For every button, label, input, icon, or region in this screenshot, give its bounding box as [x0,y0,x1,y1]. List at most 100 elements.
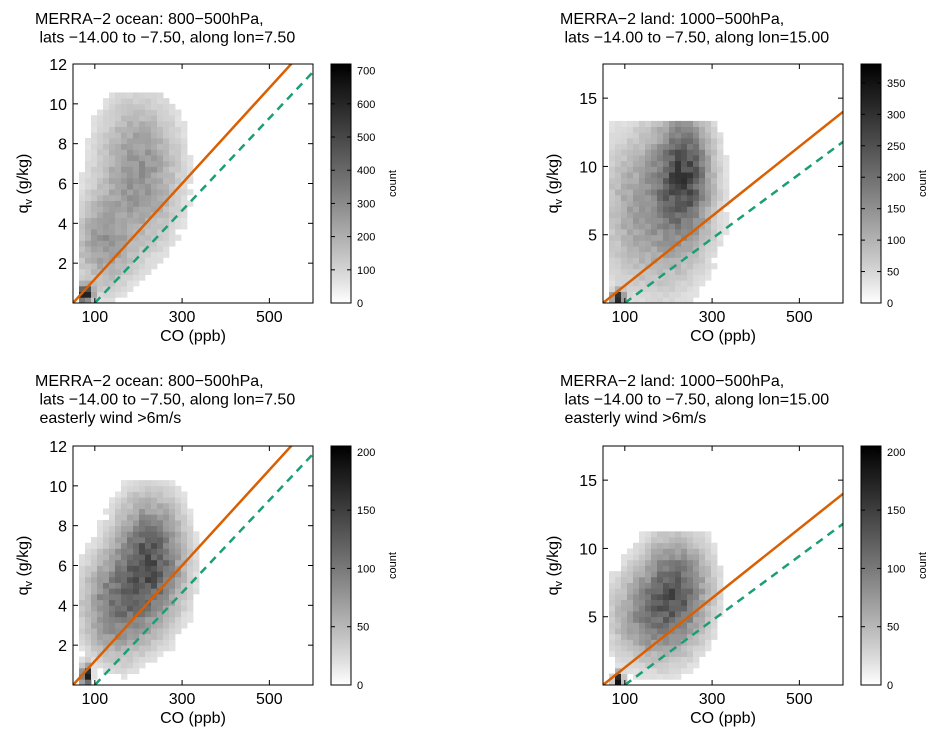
heatmap-cell [133,508,140,515]
heatmap-cell [175,149,182,156]
heatmap-cell [109,189,116,196]
heatmap-cell [657,593,664,601]
heatmap-cell [693,211,700,219]
heatmap-cell [151,103,158,110]
heatmap-cell [151,548,158,555]
heatmap-cell [85,633,92,640]
heatmap-cell [169,616,176,623]
heatmap-cell [109,519,116,527]
heatmap-cell [181,542,188,549]
heatmap-cell [609,650,616,657]
heatmap-cell [127,537,134,544]
heatmap-cell [699,160,706,167]
heatmap-cell [687,246,694,253]
chart-title: MERRA−2 land: 1000−500hPa, lats −14.00 t… [560,11,829,47]
heatmap-cell [705,240,712,247]
heatmap-cell [85,622,92,629]
heatmap-cell [103,200,110,207]
heatmap-cell [139,548,146,555]
heatmap-cell [693,565,700,572]
heatmap-cell [669,160,676,167]
heatmap-cell [621,217,628,224]
heatmap-cell [657,120,664,127]
heatmap-cell [663,576,670,583]
heatmap-cell [711,240,718,247]
heatmap-cell [121,656,128,663]
heatmap-cell [85,155,92,162]
heatmap-cell [79,183,86,190]
heatmap-cell [145,525,152,532]
heatmap-cell [669,183,676,190]
heatmap-cell [627,588,634,595]
heatmap-cell [103,223,110,230]
heatmap-cell [175,531,182,538]
heatmap-cell [633,554,640,561]
heatmap-cell [175,115,182,122]
heatmap-cell [621,194,628,201]
heatmap-cell [681,548,688,555]
heatmap-cell [91,291,98,298]
heatmap-cell [175,491,182,498]
heatmap-cell [645,274,652,281]
heatmap-cell [687,667,694,675]
heatmap-cell [705,229,712,236]
heatmap-cell [85,285,92,293]
heatmap-cell [615,628,622,635]
heatmap-cell [151,639,158,646]
heatmap-cell [675,542,682,549]
heatmap-cell [133,605,140,612]
heatmap-cell [121,599,128,606]
heatmap-cell [681,160,688,167]
heatmap-cell [121,673,128,680]
heatmap-cell [651,565,658,572]
heatmap-cell [699,576,706,583]
heatmap-cell [139,149,146,156]
heatmap-cell [651,593,658,601]
heatmap-cell [175,155,182,162]
heatmap-cell [91,137,98,145]
heatmap-cell [151,571,158,578]
heatmap-cell [699,206,706,213]
heatmap-cell [163,98,170,105]
heatmap-cell [121,628,128,635]
heatmap-cell [151,622,158,629]
heatmap-cell [687,132,694,139]
heatmap-cell [79,605,86,612]
heatmap-cell [627,177,634,184]
heatmap-cell [687,633,694,640]
heatmap-cell [175,554,182,561]
heatmap-cell [121,502,128,509]
heatmap-cell [139,645,146,652]
heatmap-cell [115,200,122,207]
heatmap-cell [133,582,140,589]
heatmap-cell [687,662,694,669]
heatmap-cell [109,234,116,241]
heatmap-cell [121,160,128,167]
heatmap-cell [657,137,664,145]
heatmap-cell [651,662,658,669]
heatmap-cell [699,229,706,236]
heatmap-cell [645,246,652,253]
heatmap-cell [97,599,104,606]
heatmap-cell [633,565,640,572]
heatmap-cell [669,240,676,247]
heatmap-cell [121,645,128,652]
heatmap-cell [639,611,646,618]
heatmap-cell [133,519,140,527]
heatmap-cell [669,217,676,224]
heatmap-cell [187,548,194,555]
heatmap-cell [187,571,194,578]
heatmap-cell [109,565,116,572]
x-tick-label: 100 [611,691,638,708]
heatmap-cell [151,491,158,498]
heatmap-cell [127,622,134,629]
heatmap-cell [651,285,658,293]
heatmap-cell [109,149,116,156]
heatmap-cell [663,554,670,561]
heatmap-cell [127,548,134,555]
heatmap-cell [127,189,134,196]
heatmap-cell [187,155,194,162]
heatmap-cell [157,559,164,566]
heatmap-cell [705,616,712,623]
y-axis-label: qv (g/kg) [545,154,565,214]
